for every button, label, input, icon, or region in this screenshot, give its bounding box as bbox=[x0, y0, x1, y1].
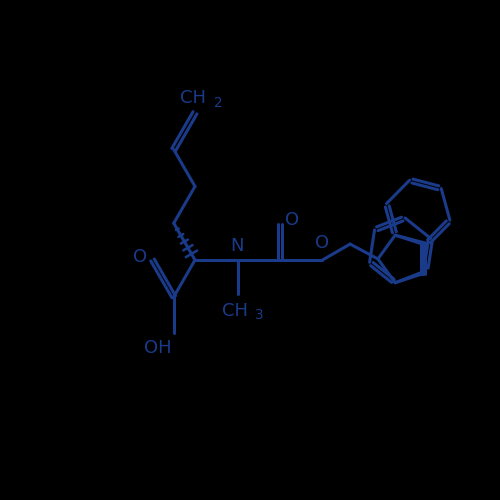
Text: CH: CH bbox=[222, 302, 248, 320]
Text: N: N bbox=[231, 237, 244, 255]
Text: O: O bbox=[285, 211, 299, 229]
Text: 2: 2 bbox=[214, 96, 222, 110]
Text: OH: OH bbox=[144, 339, 171, 357]
Text: O: O bbox=[134, 248, 147, 266]
Text: 3: 3 bbox=[255, 308, 264, 322]
Text: O: O bbox=[316, 234, 330, 252]
Text: CH: CH bbox=[180, 89, 206, 107]
